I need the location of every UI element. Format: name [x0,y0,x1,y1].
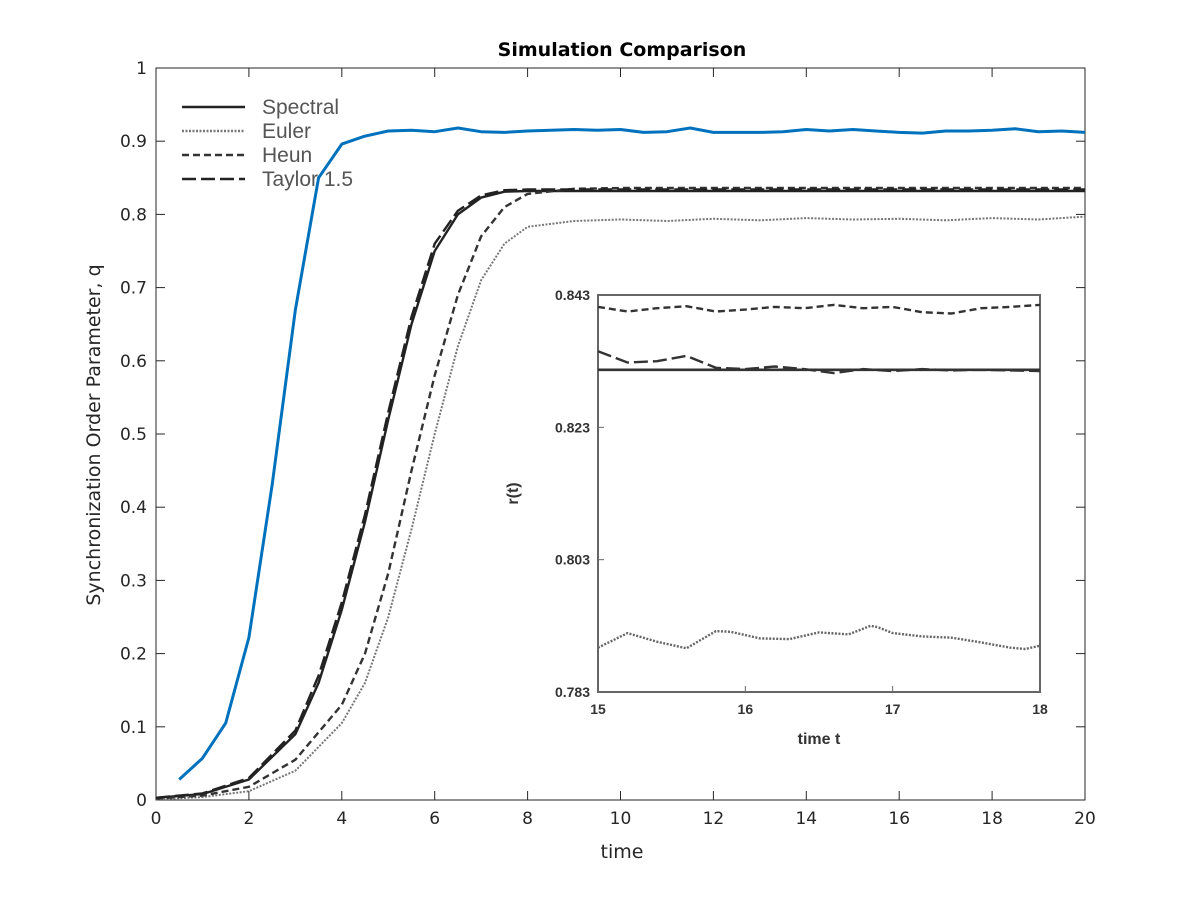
series-line-spectral [155,189,1085,799]
inset-y-tick-label: 0.803 [555,552,590,568]
x-tick-label: 0 [151,809,162,829]
inset-x-tick-label: 15 [590,701,606,717]
legend-label-euler: Euler [262,120,311,143]
inset-series-line-heun [597,303,1041,315]
x-tick-label: 16 [888,809,910,829]
y-tick-label: 0.2 [120,645,147,665]
x-tick-label: 2 [243,809,254,829]
x-tick-label: 12 [703,809,725,829]
chart-title: Simulation Comparison [498,39,747,61]
y-axis-label: Synchronization Order Parameter, q [83,264,105,605]
y-tick-label: 0.7 [120,279,147,299]
inset-x-tick-label: 18 [1032,701,1048,717]
y-tick-label: 0.8 [120,205,147,225]
x-tick-label: 6 [429,809,440,829]
x-tick-label: 20 [1074,809,1096,829]
inset-x-tick-label: 16 [738,701,754,717]
x-axis-label: time [601,841,644,863]
y-tick-label: 0.6 [120,352,147,372]
series-line-heun [155,186,1085,800]
inset-x-axis-label: time t [798,731,841,748]
inset-y-tick-label: 0.783 [555,684,590,700]
y-tick-label: 0.3 [120,571,147,591]
x-tick-label: 4 [336,809,347,829]
x-tick-label: 8 [522,809,533,829]
inset-y-tick-label: 0.843 [555,287,590,303]
inset-plot: 15 16 17 18 0.783 0.803 0.823 0.843 time t r(t) [505,283,1052,748]
y-tick-label: 1 [136,59,147,79]
x-tick-label: 10 [610,809,632,829]
y-tick-label: 0 [136,791,147,811]
legend-label-taylor-1-5: Taylor 1.5 [262,168,353,191]
main-plot-area: 0 2 4 6 8 10 12 14 16 18 20 0 0.1 0.2 0.3 0.4 0.5 0.6 0.7 0… [120,59,1096,829]
y-tick-label: 0.4 [120,498,147,518]
series-line-euler [155,215,1086,801]
inset-frame [597,294,1041,693]
x-tick-label: 18 [981,809,1003,829]
x-tick-label: 14 [795,809,817,829]
legend-label-heun: Heun [262,144,312,167]
y-tick-label: 0.5 [120,425,147,445]
y-tick-label: 0.1 [120,718,147,738]
inset-series-line-taylor-1-5 [597,350,1041,375]
inset-x-tick-label: 17 [885,701,901,717]
series-line-taylor-1-5 [155,188,1085,799]
y-tick-label: 0.9 [120,132,147,152]
legend-label-spectral: Spectral [262,96,339,119]
series-line-blue [178,126,1086,781]
inset-y-tick-label: 0.823 [555,419,590,435]
inset-y-axis-label: r(t) [505,482,522,504]
